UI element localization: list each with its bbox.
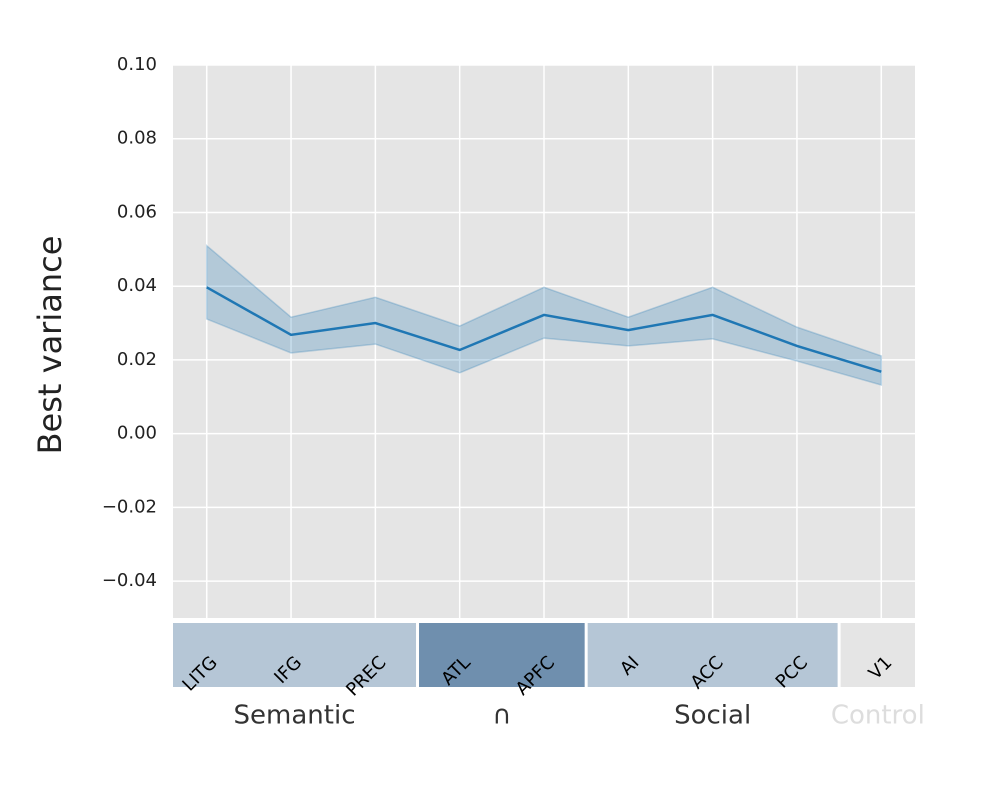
y-tick-label: 0.10 bbox=[117, 54, 157, 75]
y-tick-label: 0.02 bbox=[117, 349, 157, 370]
y-tick-label: 0.04 bbox=[117, 275, 157, 296]
y-tick-label: 0.00 bbox=[117, 423, 157, 444]
group-label: Social bbox=[674, 701, 751, 731]
y-tick-label: −0.02 bbox=[102, 496, 157, 517]
group-tile bbox=[587, 623, 838, 687]
group-tile bbox=[173, 623, 417, 687]
group-label: Control bbox=[831, 701, 925, 731]
group-label: Semantic bbox=[234, 701, 356, 731]
group-tile bbox=[840, 623, 915, 687]
line bbox=[206, 286, 882, 373]
group-tile bbox=[419, 623, 585, 687]
group-label: ∩ bbox=[492, 701, 511, 731]
y-tick-label: −0.04 bbox=[102, 570, 157, 591]
y-tick-label: 0.08 bbox=[117, 128, 157, 149]
y-tick-label: 0.06 bbox=[117, 201, 157, 222]
y-axis-label: Best variance bbox=[31, 236, 69, 455]
